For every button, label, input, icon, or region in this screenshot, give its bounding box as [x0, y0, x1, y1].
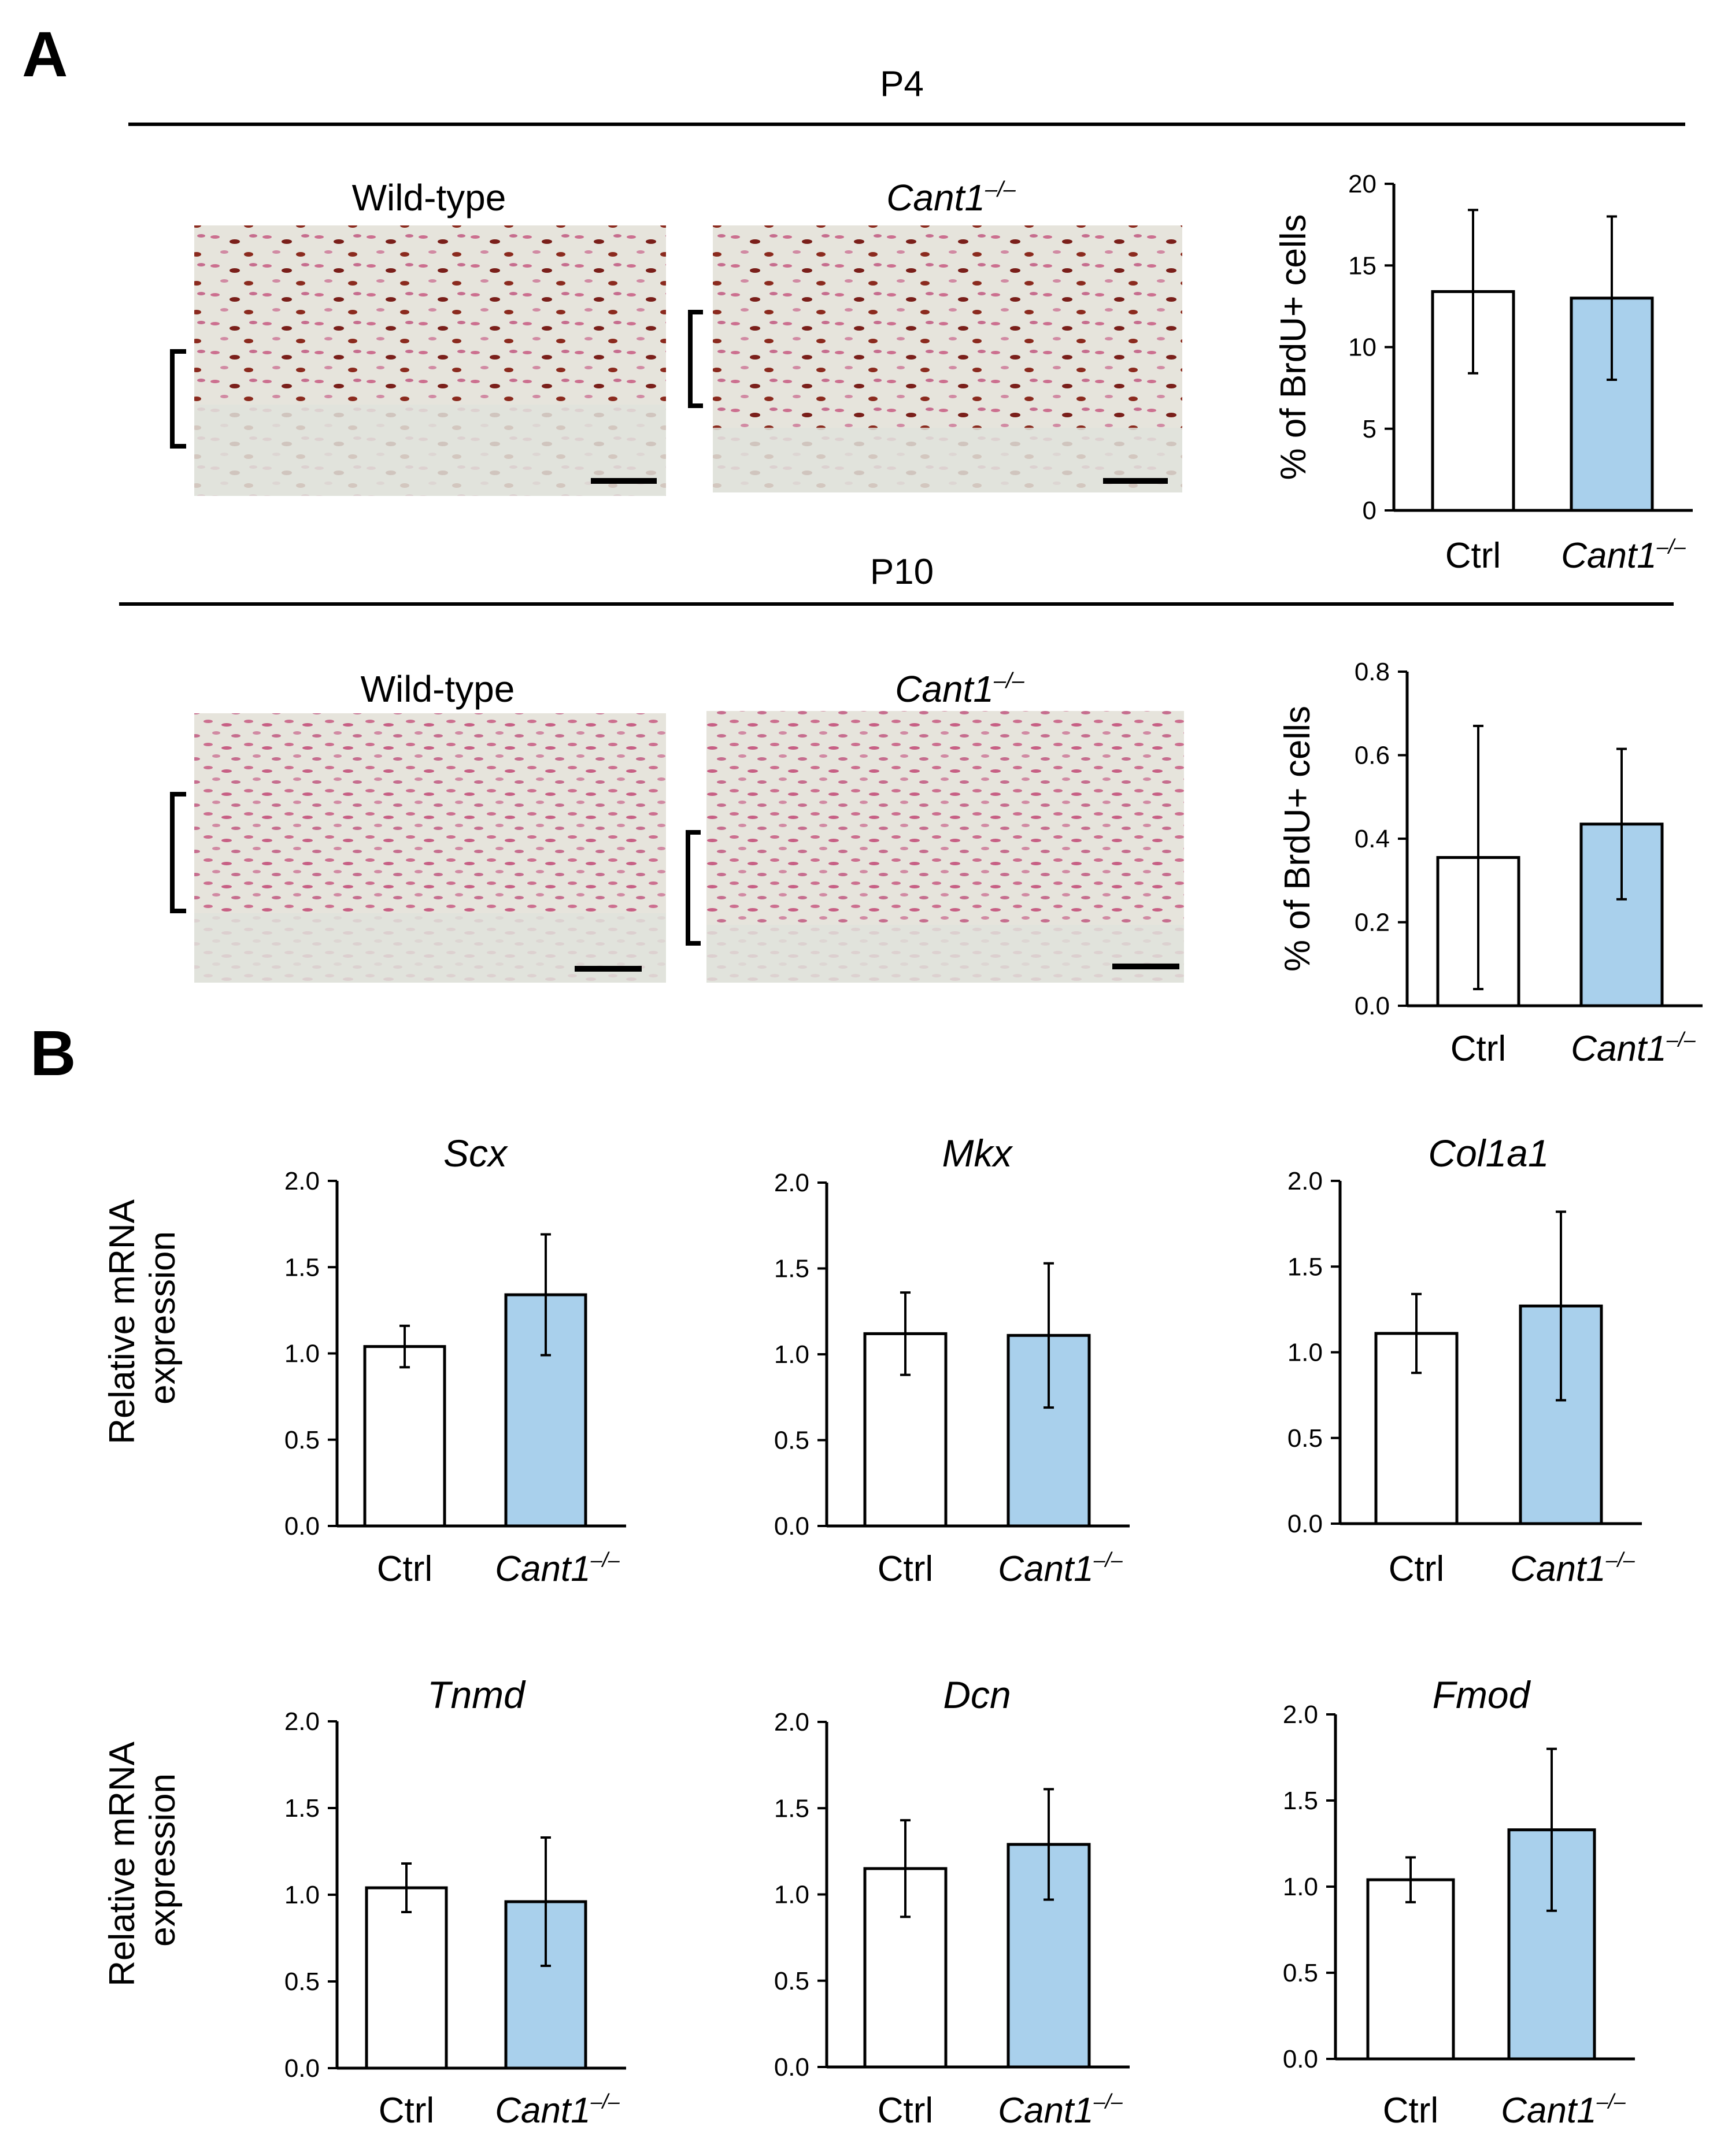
y-tick-label: 20: [1348, 170, 1377, 198]
chart-7: 0.0 0.5 1.0 1.5 2.0 Ctrl Cant1–/– Fmod: [1283, 1673, 1635, 2131]
category-label-cant1: Cant1–/–: [998, 2090, 1123, 2131]
category-label-ctrl: Ctrl: [1389, 1549, 1444, 1589]
y-tick-label: 1.5: [774, 1255, 809, 1283]
y-tick-label: 0.0: [774, 2053, 809, 2081]
y-tick-label: 2.0: [1287, 1167, 1323, 1195]
category-label-ctrl: Ctrl: [377, 1549, 432, 1589]
ylabel-relative-mrna-row2: Relative mRNA expression: [102, 1733, 183, 1987]
bar-ctrl: [1366, 1878, 1455, 2061]
chart-6: 0.0 0.5 1.0 1.5 2.0 Ctrl Cant1–/– Dcn: [774, 1673, 1130, 2131]
category-label-cant1: Cant1–/–: [1501, 2090, 1626, 2131]
chart-title: Tnmd: [427, 1673, 526, 1716]
tendon-bracket-cant1-p10: [686, 830, 701, 946]
micrograph-wildtype-p10: [194, 713, 666, 983]
category-label-cant1: Cant1–/–: [1561, 535, 1686, 576]
y-tick-label: 2.0: [774, 1169, 809, 1197]
chart-1: 0.0 0.2 0.4 0.6 0.8 Ctrl Cant1–/– % of BrdU+ ce…: [1278, 658, 1703, 1069]
panel-label-a: A: [22, 19, 68, 90]
y-tick-label: 0.5: [284, 1426, 320, 1454]
chart-title: Fmod: [1433, 1673, 1531, 1716]
y-tick-label: 0.5: [774, 1967, 809, 1995]
category-label-ctrl: Ctrl: [878, 1549, 933, 1589]
chart-3: 0.0 0.5 1.0 1.5 2.0 Ctrl Cant1–/– Mkx: [774, 1132, 1130, 1589]
y-tick-label: 1.5: [1287, 1253, 1323, 1281]
time-label-p4: P4: [880, 64, 924, 104]
y-tick-label: 1.5: [1283, 1787, 1318, 1815]
chart-title: Mkx: [942, 1132, 1013, 1175]
chart-0: 0 5 10 15 20 Ctrl Cant1–/– % of BrdU+ cells: [1274, 170, 1693, 576]
y-tick-label: 1.0: [284, 1881, 320, 1909]
genotype-label-cant1-p10: Cant1–/–: [895, 668, 1024, 710]
genotype-label-wildtype-p4: Wild-type: [352, 177, 506, 218]
y-tick-label: 0.8: [1355, 658, 1390, 686]
category-label-cant1: Cant1–/–: [1571, 1028, 1696, 1069]
y-tick-label: 1.5: [284, 1794, 320, 1822]
y-tick-label: 0.6: [1355, 742, 1390, 770]
chart-title: Dcn: [943, 1673, 1011, 1716]
y-tick-label: 15: [1348, 251, 1377, 280]
y-tick-label: 1.0: [774, 1881, 809, 1909]
y-tick-label: 0.0: [284, 2054, 320, 2083]
y-tick-label: 0.5: [1287, 1424, 1323, 1453]
y-tick-label: 2.0: [284, 1167, 320, 1195]
category-label-cant1: Cant1–/–: [1510, 1548, 1635, 1589]
tendon-bracket-wildtype-p10: [170, 792, 186, 913]
y-tick-label: 0.0: [284, 1512, 320, 1540]
genotype-label-cant1-p4: Cant1–/–: [886, 177, 1016, 218]
y-tick-label: 0.0: [1283, 2045, 1318, 2073]
time-label-p10: P10: [870, 552, 934, 592]
category-label-ctrl: Ctrl: [379, 2091, 434, 2131]
y-tick-label: 1.5: [774, 1794, 809, 1822]
chart-2: 0.0 0.5 1.0 1.5 2.0 Ctrl Cant1–/– Scx: [284, 1132, 626, 1589]
category-label-ctrl: Ctrl: [1451, 1029, 1506, 1069]
bar-ctrl: [365, 1886, 448, 2070]
micrograph-wildtype-p4: [194, 225, 666, 496]
y-axis-label: % of BrdU+ cells: [1274, 214, 1313, 480]
y-tick-label: 0: [1363, 497, 1377, 525]
y-tick-label: 2.0: [774, 1708, 809, 1736]
genotype-label-wildtype-p10: Wild-type: [361, 668, 515, 710]
chart-title: Scx: [443, 1132, 508, 1175]
category-label-cant1: Cant1–/–: [998, 1548, 1123, 1589]
y-axis-label: % of BrdU+ cells: [1278, 706, 1318, 972]
y-tick-label: 0.5: [284, 1968, 320, 1996]
ylabel-relative-mrna-row1: Relative mRNA expression: [102, 1191, 183, 1444]
y-tick-label: 10: [1348, 334, 1377, 362]
chart-5: 0.0 0.5 1.0 1.5 2.0 Ctrl Cant1–/– Tnmd: [284, 1673, 626, 2131]
y-tick-label: 1.0: [284, 1340, 320, 1368]
y-tick-label: 0.0: [1355, 992, 1390, 1020]
tendon-bracket-wildtype-p4: [170, 349, 186, 449]
category-label-ctrl: Ctrl: [1445, 536, 1501, 576]
y-tick-label: 0.5: [774, 1427, 809, 1455]
bar-ctrl: [363, 1345, 446, 1528]
micrograph-cant1-p4: [713, 225, 1182, 492]
y-tick-label: 1.5: [284, 1253, 320, 1281]
y-tick-label: 0.0: [774, 1512, 809, 1540]
y-tick-label: 1.0: [1283, 1873, 1318, 1901]
panel-label-b: B: [30, 1018, 76, 1089]
y-tick-label: 1.0: [774, 1340, 809, 1369]
category-label-ctrl: Ctrl: [878, 2091, 933, 2131]
y-tick-label: 2.0: [1283, 1701, 1318, 1729]
y-tick-label: 0.2: [1355, 909, 1390, 937]
chart-4: 0.0 0.5 1.0 1.5 2.0 Ctrl Cant1–/– Col1a1: [1287, 1132, 1642, 1589]
tendon-bracket-cant1-p4: [688, 310, 703, 408]
y-tick-label: 2.0: [284, 1707, 320, 1736]
y-tick-label: 0.5: [1283, 1959, 1318, 1987]
category-label-ctrl: Ctrl: [1383, 2091, 1438, 2131]
category-label-cant1: Cant1–/–: [495, 1548, 620, 1589]
chart-title: Col1a1: [1428, 1132, 1549, 1175]
micrograph-cant1-p10: [706, 711, 1184, 983]
category-label-cant1: Cant1–/–: [495, 2090, 620, 2131]
y-tick-label: 0.4: [1355, 825, 1390, 853]
y-tick-label: 0.0: [1287, 1510, 1323, 1538]
y-tick-label: 5: [1363, 415, 1377, 443]
y-tick-label: 1.0: [1287, 1339, 1323, 1367]
